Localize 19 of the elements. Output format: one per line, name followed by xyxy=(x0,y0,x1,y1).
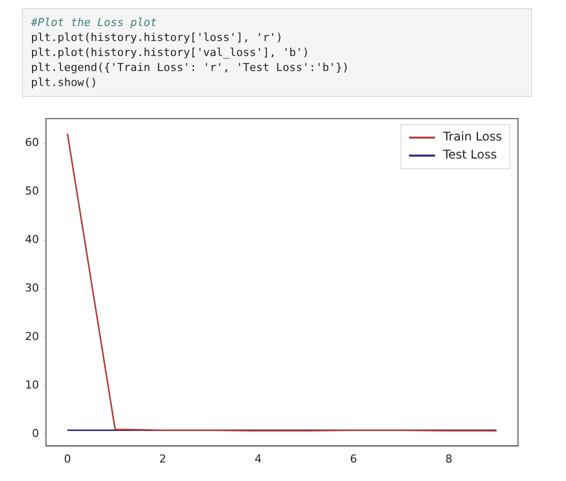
text: #Plot the Loss plot xyxy=(31,15,158,30)
y-tick-label: 20 xyxy=(24,330,39,344)
y-tick-label: 60 xyxy=(24,136,39,150)
x-tick-label: 8 xyxy=(445,452,452,466)
y-tick-label: 0 xyxy=(32,427,39,440)
legend-label: Test Loss xyxy=(442,148,497,162)
text: plt.show() xyxy=(31,75,98,90)
y-tick-label: 50 xyxy=(24,184,39,198)
y-tick-label: 40 xyxy=(24,233,39,246)
legend-label: Train Loss xyxy=(442,130,502,144)
x-tick-label: 4 xyxy=(254,452,262,466)
y-tick-label: 30 xyxy=(24,282,39,295)
text: plt.plot(history.history['loss'], 'r') xyxy=(31,30,284,45)
x-tick-label: 6 xyxy=(350,452,358,466)
x-tick-label: 0 xyxy=(64,452,71,466)
y-tick-label: 10 xyxy=(24,378,39,392)
x-tick-label: 2 xyxy=(159,452,166,466)
text: plt.plot(history.history['val_loss'], 'b') xyxy=(31,45,310,60)
text: plt.legend({'Train Loss': 'r', 'Test Loss':'b'}) xyxy=(31,60,350,75)
